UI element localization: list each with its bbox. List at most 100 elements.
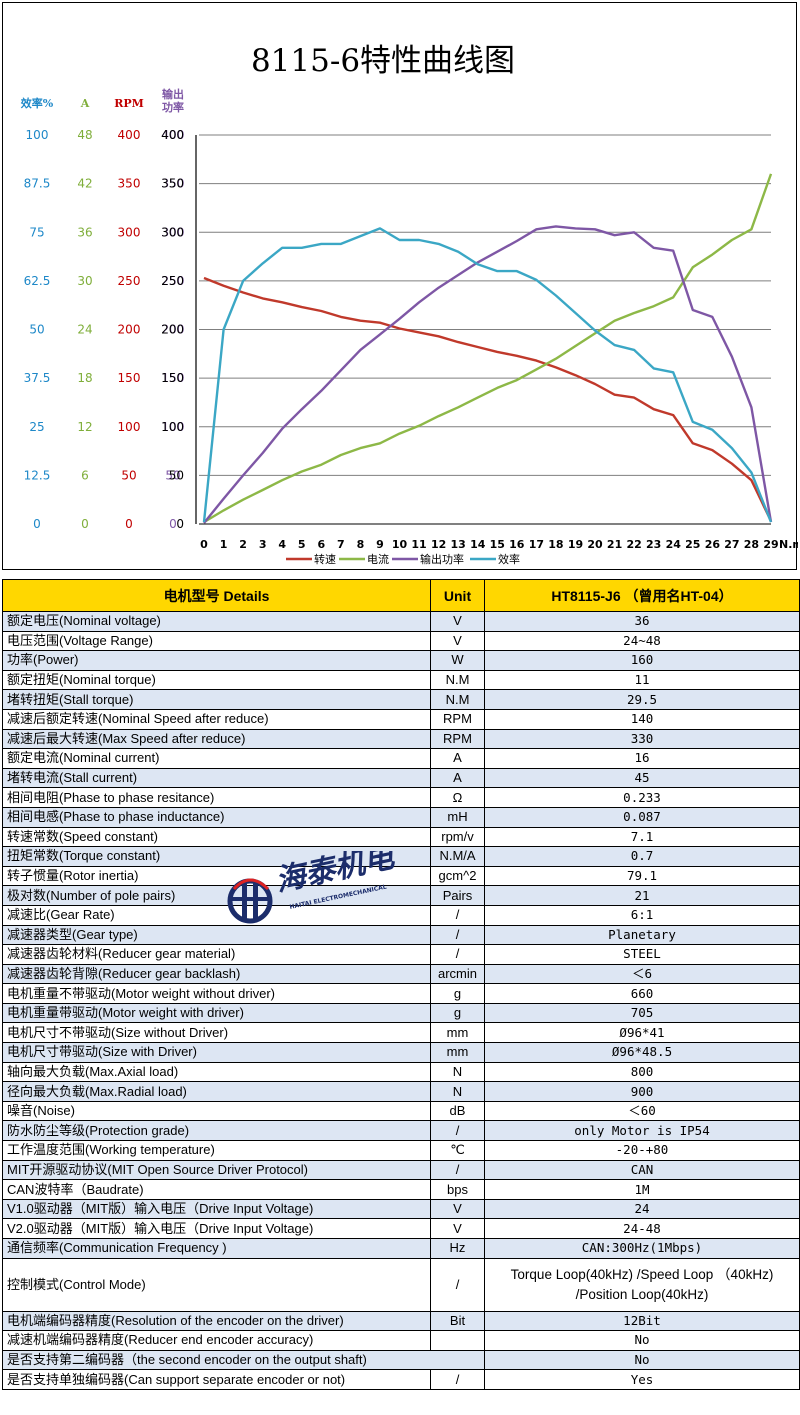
scale-label: 30 bbox=[77, 274, 92, 288]
spec-value: 0.233 bbox=[484, 787, 800, 808]
spec-value: 36 bbox=[484, 611, 800, 632]
scale-title: 效率% bbox=[21, 96, 54, 110]
scale-label: 42 bbox=[77, 177, 92, 191]
scale-label: 48 bbox=[77, 128, 92, 142]
table-row: 电机重量带驱动(Motor weight with driver) g 705 bbox=[2, 1002, 800, 1024]
table-row: 通信频率(Communication Frequency ) Hz CAN:300H… bbox=[2, 1238, 800, 1259]
spec-unit: Pairs bbox=[430, 885, 485, 906]
scale-label: 50 bbox=[165, 468, 180, 482]
spec-value: Ø96*48.5 bbox=[484, 1042, 800, 1063]
scale-label: 62.5 bbox=[24, 274, 51, 288]
spec-unit: V bbox=[430, 611, 485, 632]
header-details: 电机型号 Details bbox=[2, 579, 431, 612]
spec-value: ＜6 bbox=[484, 963, 800, 985]
spec-value: 330 bbox=[484, 728, 800, 750]
scale-label: 25 bbox=[29, 420, 44, 434]
spec-value: Torque Loop(40kHz) /Speed Loop （40kHz) /… bbox=[484, 1257, 800, 1312]
spec-unit: mm bbox=[430, 1042, 485, 1063]
spec-name: 减速比(Gear Rate) bbox=[2, 904, 431, 926]
spec-unit: / bbox=[430, 944, 485, 965]
x-tick-label: 14 bbox=[470, 538, 486, 551]
spec-unit: ℃ bbox=[430, 1140, 485, 1161]
scale-label: 200 bbox=[118, 323, 141, 337]
x-tick-label: 25 bbox=[685, 538, 700, 551]
legend-label: 转速 bbox=[314, 552, 336, 566]
table-row: 减速器齿轮背隙(Reducer gear backlash) arcmin ＜6 bbox=[2, 963, 800, 985]
x-tick-label: 13 bbox=[451, 538, 466, 551]
spec-value: 24-48 bbox=[484, 1218, 800, 1239]
table-row: 堵转电流(Stall current) A 45 bbox=[2, 767, 800, 789]
chart-axes: 0 1 2 3 4 5 6 7 8 9 10 11 12 13 14 15 16 17 18 19 20 21 22 23 24… bbox=[195, 135, 798, 551]
spec-name: 轴向最大负载(Max.Axial load) bbox=[2, 1061, 431, 1083]
spec-unit: dB bbox=[430, 1100, 485, 1122]
table-row: 额定电压(Nominal voltage) V 36 bbox=[2, 611, 800, 632]
x-tick-label: 10 bbox=[392, 538, 408, 551]
table-row: V1.0驱动器（MIT版）输入电压（Drive Input Voltage) V 2… bbox=[2, 1198, 800, 1220]
x-tick-label: 0 bbox=[200, 538, 208, 551]
table-row: 防水防尘等级(Protection grade) / only Motor is I… bbox=[2, 1120, 800, 1142]
scale-label: 37.5 bbox=[24, 371, 51, 385]
spec-name: 电机重量带驱动(Motor weight with driver) bbox=[2, 1002, 431, 1024]
x-tick-label: 7 bbox=[337, 538, 345, 551]
spec-name: 额定电压(Nominal voltage) bbox=[2, 611, 431, 632]
spec-unit: / bbox=[430, 1369, 485, 1390]
spec-value: 6:1 bbox=[484, 904, 800, 926]
spec-value: Ø96*41 bbox=[484, 1022, 800, 1044]
y-tick-label: 100 bbox=[161, 420, 184, 434]
scale-label: 350 bbox=[118, 177, 141, 191]
scale-label: 24 bbox=[77, 323, 92, 337]
chart-grid: 0 50 100 150 200 250 300 350 400 bbox=[161, 128, 771, 531]
spec-name: 扭矩常数(Torque constant) bbox=[2, 846, 431, 867]
spec-name: V1.0驱动器（MIT版）输入电压（Drive Input Voltage) bbox=[2, 1198, 431, 1220]
spec-unit: RPM bbox=[430, 708, 485, 730]
x-tick-label: 27 bbox=[724, 538, 739, 551]
y-tick-label: 150 bbox=[161, 371, 184, 385]
table-row: 减速比(Gear Rate)/6:1 bbox=[2, 904, 800, 926]
spec-unit: N bbox=[430, 1061, 485, 1083]
spec-name: 噪音(Noise) bbox=[2, 1100, 431, 1122]
scale-label: 400 bbox=[162, 128, 185, 142]
spec-value: No bbox=[484, 1349, 800, 1371]
spec-value: 1M bbox=[484, 1179, 800, 1200]
table-row: 相间电感(Phase to phase inductance) mH 0.087 bbox=[2, 806, 800, 828]
spec-unit: N.M bbox=[430, 689, 485, 710]
scale-column: 输出功率 400 350 300 250 200 150 100 50 0 bbox=[162, 87, 185, 531]
legend-item: 效率 bbox=[470, 552, 520, 566]
spec-value: 29.5 bbox=[484, 689, 800, 710]
spec-name: 减速机端编码器精度(Reducer end encoder accuracy) bbox=[2, 1330, 431, 1351]
legend-label: 电流 bbox=[367, 552, 389, 566]
spec-unit: mm bbox=[430, 1022, 485, 1044]
spec-unit: Bit bbox=[430, 1310, 485, 1332]
spec-name: 转子惯量(Rotor inertia) bbox=[2, 865, 431, 887]
header-model: HT8115-J6 （曾用名HT-04） bbox=[484, 579, 800, 612]
y-tick-label: 200 bbox=[161, 323, 184, 337]
spec-name: MIT开源驱动协议(MIT Open Source Driver Protoco… bbox=[2, 1159, 431, 1181]
spec-value: 79.1 bbox=[484, 865, 800, 887]
series-line-3 bbox=[202, 227, 773, 523]
x-tick-label: 28 bbox=[744, 538, 759, 551]
spec-value: 140 bbox=[484, 708, 800, 730]
scale-label: 300 bbox=[118, 225, 141, 239]
spec-unit: / bbox=[430, 904, 485, 926]
scale-label: 0 bbox=[169, 517, 177, 531]
y-tick-label: 250 bbox=[161, 274, 184, 288]
table-row: 是否支持单独编码器(Can support separate encoder o… bbox=[2, 1369, 800, 1390]
scale-label: 100 bbox=[118, 420, 141, 434]
x-tick-label: 4 bbox=[278, 538, 286, 551]
table-row: 减速后额定转速(Nominal Speed after reduce) RPM 14… bbox=[2, 708, 800, 730]
table-row: 噪音(Noise) dB ＜60 bbox=[2, 1100, 800, 1122]
scale-label: 150 bbox=[118, 371, 141, 385]
scale-title: 输出功率 bbox=[162, 87, 184, 114]
table-row: 电机端编码器精度(Resolution of the encoder on th… bbox=[2, 1310, 800, 1332]
table-row: 电压范围(Voltage Range) V 24~48 bbox=[2, 630, 800, 652]
spec-name: 工作温度范围(Working temperature) bbox=[2, 1140, 431, 1161]
table-row: 功率(Power) W 160 bbox=[2, 650, 800, 671]
table-row: 电机重量不带驱动(Motor weight without driver) g 66… bbox=[2, 983, 800, 1004]
spec-value: 24~48 bbox=[484, 630, 800, 652]
legend-label: 效率 bbox=[498, 552, 520, 566]
spec-unit: W bbox=[430, 650, 485, 671]
x-tick-label: 15 bbox=[490, 538, 505, 551]
spec-unit: Hz bbox=[430, 1238, 485, 1259]
spec-value: Yes bbox=[484, 1369, 800, 1390]
x-tick-label: 20 bbox=[587, 538, 603, 551]
